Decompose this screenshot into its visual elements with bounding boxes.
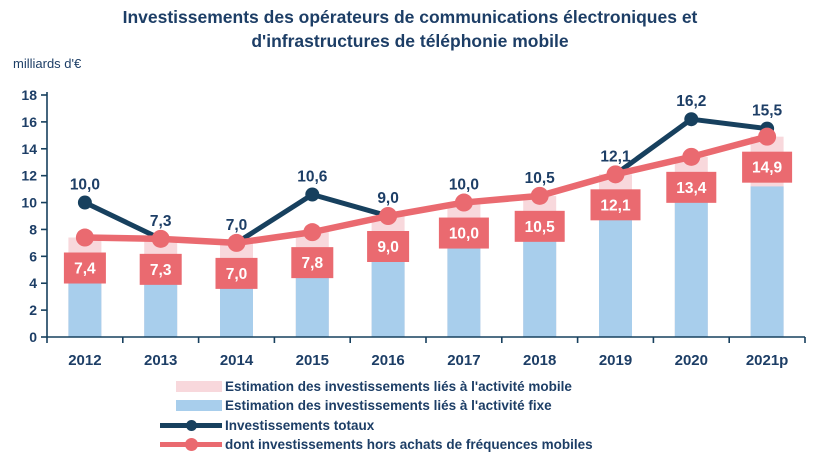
hors-frequences-value-label-2015: 7,8 [302,255,324,272]
legend-swatch-hors-line [160,438,222,452]
hors-frequences-marker-2014 [227,233,246,252]
total-marker-2020 [684,112,699,127]
total-investments-line [83,116,768,246]
x-axis-label-2020: 2020 [675,352,708,369]
y-tick-label: 8 [29,221,37,237]
y-tick-label: 0 [29,329,37,345]
x-axis-label-2016: 2016 [371,352,404,369]
hors-frequences-marker-2020 [682,147,701,166]
hors-frequences-value-label-2020: 13,4 [676,180,707,197]
x-axis-label-2013: 2013 [144,352,177,369]
y-tick-label: 12 [21,168,37,184]
hors-frequences-value-label-2013: 7,3 [150,262,172,279]
x-axis-label-2014: 2014 [220,352,254,369]
hors-frequences-value-box-2013 [139,253,182,285]
hors-frequences-value-label-2019: 12,1 [600,197,631,214]
hors-frequences-marker-2015 [303,223,322,242]
total-value-label-2012: 10,0 [70,177,100,194]
y-tick-label: 14 [21,141,37,157]
hors-frequences-marker-2013 [151,229,170,248]
hors-frequences-value-label-2016: 9,0 [377,239,399,256]
total-marker-2015 [305,187,320,202]
hors-frequences-value-box-2016 [367,231,410,262]
chart-legend: Estimation des investissements liés à l'… [158,379,593,457]
hors-frequences-marker-2017 [454,193,473,212]
hors-frequences-value-box-2018 [514,210,565,242]
total-value-label-2018: 10,5 [525,170,556,187]
x-axis-label-2019: 2019 [599,352,632,369]
total-value-label-2020: 16,2 [676,93,706,110]
hors-frequences-marker-2016 [379,207,398,225]
chart-title: Investissements des opérateurs de commun… [122,7,698,51]
y-tick-label: 6 [29,248,37,264]
total-value-label-2017: 10,0 [449,177,479,194]
y-tick-label: 4 [29,275,37,291]
legend-swatch-totaux-dot [185,419,197,431]
x-axis-label-2012: 2012 [68,352,101,369]
y-tick-label: 18 [21,87,37,103]
legend-label-totaux: Investissements totaux [225,417,375,433]
legend-item-mobile: Estimation des investissements liés à l'… [158,379,593,394]
hors-frequences-value-label-2012: 7,4 [74,261,96,278]
total-value-label-2021p: 15,5 [752,103,783,120]
hors-frequences-marker-2012 [75,228,94,247]
hors-frequences-value-box-2012 [63,252,106,284]
total-value-label-2014: 7,0 [226,217,248,234]
legend-label-hors-frequences: dont investissements hors achats de fréq… [225,437,593,453]
y-tick-label: 2 [29,302,37,318]
hors-frequences-value-label-2014: 7,0 [226,266,248,283]
bar-fixe-2017 [447,246,481,337]
total-value-label-2016: 9,0 [377,190,399,207]
bar-fixe-2021p [750,186,784,337]
legend-label-fixe: Estimation des investissements liés à l'… [225,398,552,414]
hors-frequences-value-label-2018: 10,5 [525,219,556,236]
legend-swatch-fixe [176,400,222,412]
hors-frequences-value-box-2015 [291,247,334,279]
hors-frequences-value-label-2017: 10,0 [449,226,479,243]
x-axis-label-2017: 2017 [447,352,480,369]
legend-item-fixe: Estimation des investissements liés à l'… [158,398,593,414]
legend-swatch-hors-dot [184,438,198,452]
hors-frequences-value-label-2021p: 14,9 [752,160,783,177]
legend-swatch-totaux-line [160,419,222,431]
total-value-label-2013: 7,3 [150,213,172,230]
total-value-label-2015: 10,6 [297,168,328,185]
total-marker-2012 [77,195,92,210]
hors-frequences-marker-2018 [530,186,549,205]
hors-frequences-value-box-2017 [438,217,489,249]
legend-item-hors-frequences: dont investissements hors achats de fréq… [158,437,593,453]
hors-frequences-line [84,133,768,247]
legend-label-mobile: Estimation des investissements liés à l'… [225,378,572,394]
x-axis-label-2015: 2015 [296,352,329,369]
bar-fixe-2015 [295,271,329,337]
hors-frequences-value-box-2014 [215,257,258,289]
bar-fixe-2012 [68,277,102,337]
bar-fixe-2013 [144,277,178,337]
legend-swatch-mobile [176,380,222,392]
bar-fixe-2018 [523,238,557,337]
hors-frequences-marker-2021p [758,127,777,146]
hors-frequences-value-box-2019 [590,189,641,221]
bar-fixe-2019 [599,216,632,337]
total-value-label-2019: 12,1 [600,148,631,165]
y-axis-unit-label: milliards d'€ [13,56,82,71]
x-axis-label-2018: 2018 [523,352,556,369]
legend-item-totaux: Investissements totaux [158,418,593,433]
chart-canvas: 0 2 4 6 8 10 12 14 16 18 2012 2013 2014 2015 2016 2017 2… [21,87,806,369]
x-axis-label-2021p: 2021p [746,352,789,369]
y-tick-label: 10 [21,195,37,211]
bar-fixe-2020 [674,195,708,337]
hors-frequences-marker-2019 [606,165,625,184]
y-tick-label: 16 [21,114,37,130]
hors-frequences-value-box-2021p [742,151,793,183]
hors-frequences-value-box-2020 [666,171,717,203]
bar-fixe-2016 [371,257,405,337]
